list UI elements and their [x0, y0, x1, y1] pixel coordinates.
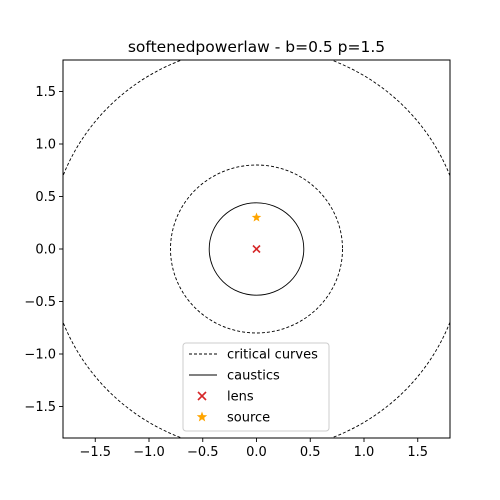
- legend-label-critical-curves: critical curves: [227, 348, 318, 363]
- legend: critical curves caustics lens source: [182, 342, 330, 432]
- y-tick-label: 1.5: [35, 85, 56, 100]
- y-tick-label: −1.5: [24, 400, 56, 415]
- x-tick-label: −0.5: [187, 445, 219, 460]
- x-tick-label: −1.5: [79, 445, 111, 460]
- caustic-0: [208, 202, 305, 296]
- x-tick-label: 0.5: [300, 445, 321, 460]
- x-tick-label: 1.5: [407, 445, 428, 460]
- legend-label-lens: lens: [227, 390, 254, 405]
- x-tick-label: −1.0: [133, 445, 165, 460]
- legend-label-caustics: caustics: [227, 369, 280, 384]
- chart-title: softenedpowerlaw - b=0.5 p=1.5: [128, 38, 385, 56]
- legend-box: [182, 342, 330, 432]
- y-tick-label: 0.5: [35, 190, 56, 205]
- legend-label-source: source: [227, 411, 270, 426]
- source-marker: [251, 212, 262, 222]
- x-tick-label: 1.0: [354, 445, 375, 460]
- y-tick-label: 1.0: [35, 138, 56, 153]
- y-tick-label: −0.5: [24, 295, 56, 310]
- lens-marker: [252, 244, 261, 254]
- x-tick-label: 0.0: [246, 445, 267, 460]
- y-tick-label: −1.0: [24, 348, 56, 363]
- y-axis: −1.5 −1.0 −0.5 0.0 0.5 1.0 1.5: [24, 85, 63, 415]
- critical-curve-0: [170, 164, 343, 334]
- y-tick-label: 0.0: [35, 243, 56, 258]
- legend-swatch-lens: [197, 391, 207, 401]
- x-axis: −1.5 −1.0 −0.5 0.0 0.5 1.0 1.5: [79, 438, 428, 460]
- plot-area: [63, 60, 450, 438]
- legend-swatch-source: [196, 411, 208, 422]
